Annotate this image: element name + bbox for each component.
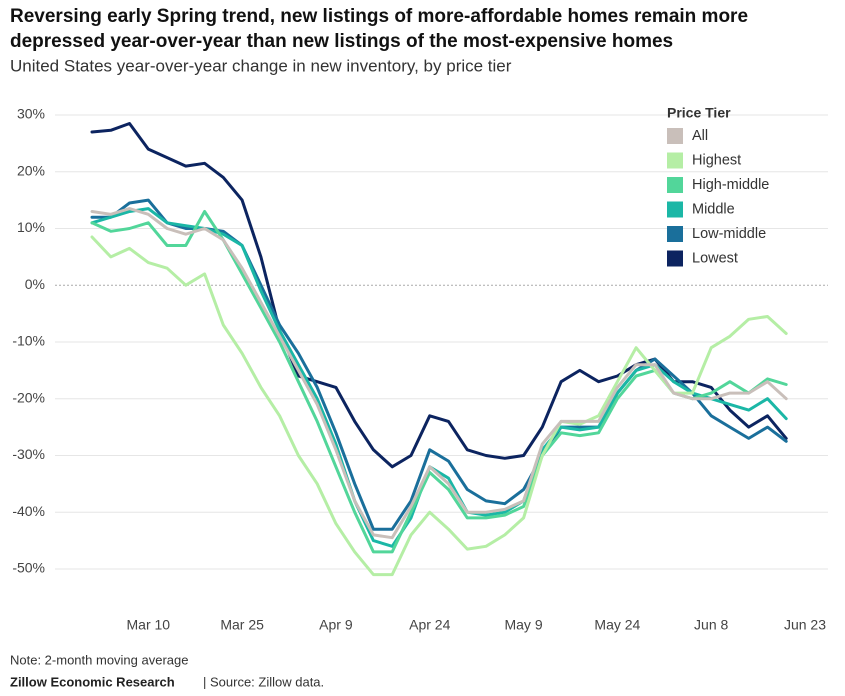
x-tick-label: May 24 [594,617,640,633]
legend-label: Middle [692,201,735,217]
y-tick-label: -40% [12,503,45,519]
source-org: Zillow Economic Research [10,674,175,689]
legend-swatch [667,152,683,169]
x-tick-label: Apr 9 [319,617,353,633]
legend-label: All [692,128,708,144]
legend-label: Low-middle [692,226,766,242]
source: | Source: Zillow data. [203,674,324,689]
legend-swatch [667,226,683,242]
series-line [90,207,788,540]
x-tick-label: Mar 10 [127,617,171,633]
x-tick-label: Jun 23 [784,617,826,633]
x-tick-label: May 9 [504,617,542,633]
chart-title: depressed year-over-year than new listin… [10,31,673,52]
legend-swatch [667,201,683,218]
y-tick-label: -20% [12,389,45,405]
legend-label: Lowest [692,250,738,266]
y-tick-label: -10% [12,333,45,349]
y-tick-label: -30% [12,446,45,462]
y-tick-label: 30% [17,106,45,122]
legend-swatch [667,250,683,267]
series-line [90,235,788,577]
legend-swatch [667,128,683,144]
y-tick-label: 20% [17,162,45,178]
x-tick-label: Mar 25 [220,617,264,633]
legend-swatch [667,177,683,193]
series-line [90,122,788,469]
x-tick-label: Jun 8 [694,617,728,633]
chart-subtitle: United States year-over-year change in n… [10,56,512,75]
chart-title: Reversing early Spring trend, new listin… [10,6,748,27]
y-tick-label: 0% [25,276,45,292]
legend-title: Price Tier [667,105,731,121]
legend-label: Highest [692,152,741,168]
x-tick-label: Apr 24 [409,617,450,633]
y-tick-label: -50% [12,560,45,576]
note: Note: 2-month moving average [10,652,188,667]
legend-label: High-middle [692,177,769,193]
y-tick-label: 10% [17,219,45,235]
